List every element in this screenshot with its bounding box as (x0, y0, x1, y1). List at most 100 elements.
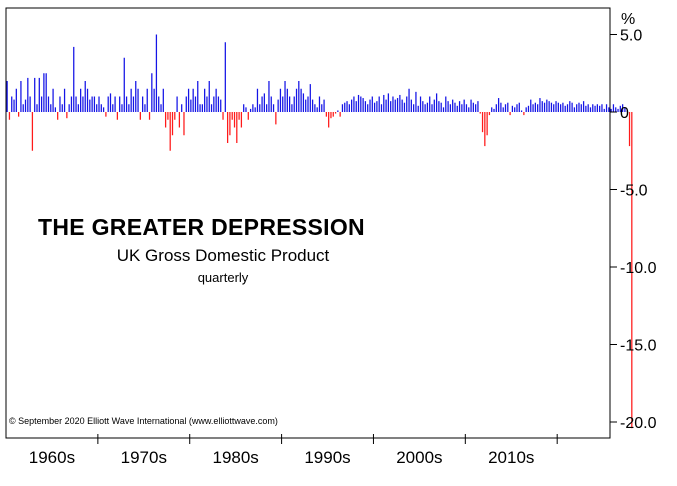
bar (243, 104, 245, 112)
bar (298, 81, 300, 112)
chart-subtitle: UK Gross Domestic Product (116, 246, 330, 265)
bar (323, 99, 325, 112)
bar (626, 110, 628, 112)
bar (38, 77, 40, 112)
bar (84, 81, 86, 112)
bar (631, 112, 633, 429)
bar (500, 102, 502, 112)
bar (93, 96, 96, 112)
bar (194, 96, 197, 112)
bar (465, 104, 468, 112)
bar (130, 88, 132, 112)
bar (401, 99, 403, 112)
bar (277, 99, 279, 112)
bar (367, 104, 369, 112)
bar (497, 98, 500, 112)
bar (376, 101, 378, 112)
bar (171, 112, 174, 136)
bar (247, 112, 249, 120)
bar (445, 96, 447, 112)
bar (96, 104, 98, 112)
bar (442, 107, 445, 112)
bar (68, 104, 70, 112)
bar (502, 107, 504, 112)
bar (617, 108, 619, 112)
bar (112, 104, 114, 112)
bar (582, 101, 585, 112)
bar (178, 112, 181, 128)
bar (559, 104, 562, 112)
bar (86, 88, 89, 112)
bar (452, 99, 454, 112)
y-tick-label: -5.0 (620, 183, 648, 200)
bar (456, 105, 458, 112)
x-tick-label: 2010s (488, 448, 534, 467)
bar (534, 102, 536, 112)
bars-group (6, 34, 633, 429)
bar (564, 105, 566, 112)
bar (357, 94, 360, 112)
bar (201, 104, 203, 112)
bar (332, 112, 334, 117)
bar (24, 99, 27, 112)
bar (447, 101, 449, 112)
bar (491, 107, 493, 112)
bar (396, 98, 399, 112)
bar (546, 99, 548, 112)
bar (576, 104, 578, 112)
bar (307, 96, 309, 112)
bar (89, 99, 91, 112)
bar (353, 96, 355, 112)
bar (158, 96, 160, 112)
bar (266, 104, 268, 112)
bar (18, 112, 20, 117)
y-tick-label: 5.0 (620, 28, 642, 45)
bar (328, 112, 330, 128)
bar (20, 81, 22, 112)
bar (369, 99, 371, 112)
bar (291, 104, 293, 112)
bar (484, 112, 486, 147)
bar (222, 112, 224, 120)
bar (514, 107, 516, 112)
bar (231, 112, 233, 120)
bar (139, 112, 141, 120)
bar (102, 107, 105, 112)
bar (109, 93, 112, 112)
bar (373, 102, 376, 112)
bar (125, 96, 128, 112)
bar (217, 96, 220, 112)
bar (311, 99, 314, 112)
bar (339, 112, 341, 117)
bar (371, 96, 373, 112)
bar (61, 104, 63, 112)
bar (148, 112, 151, 120)
bar (585, 105, 587, 112)
bar (486, 112, 488, 136)
bar (458, 101, 461, 112)
bar (399, 94, 401, 112)
bar (571, 102, 573, 112)
bar (477, 101, 479, 112)
bar (286, 88, 288, 112)
bar (539, 98, 541, 112)
bar (380, 104, 383, 112)
bar (121, 104, 123, 112)
bar (142, 96, 144, 112)
x-tick-label: 1980s (212, 448, 258, 467)
bar (435, 93, 438, 112)
bar (438, 101, 440, 112)
bar (105, 112, 107, 117)
bar (348, 104, 350, 112)
x-axis: 1960s 1970s 1980s 1990s 2000s 2010s (29, 434, 558, 467)
bar (75, 96, 77, 112)
x-tick-label: 1990s (304, 448, 350, 467)
bar (153, 88, 155, 112)
bar (226, 112, 229, 143)
bar (210, 104, 213, 112)
bar (599, 105, 601, 112)
bar (98, 96, 100, 112)
bar (461, 104, 463, 112)
bar (429, 96, 431, 112)
bar (566, 104, 569, 112)
